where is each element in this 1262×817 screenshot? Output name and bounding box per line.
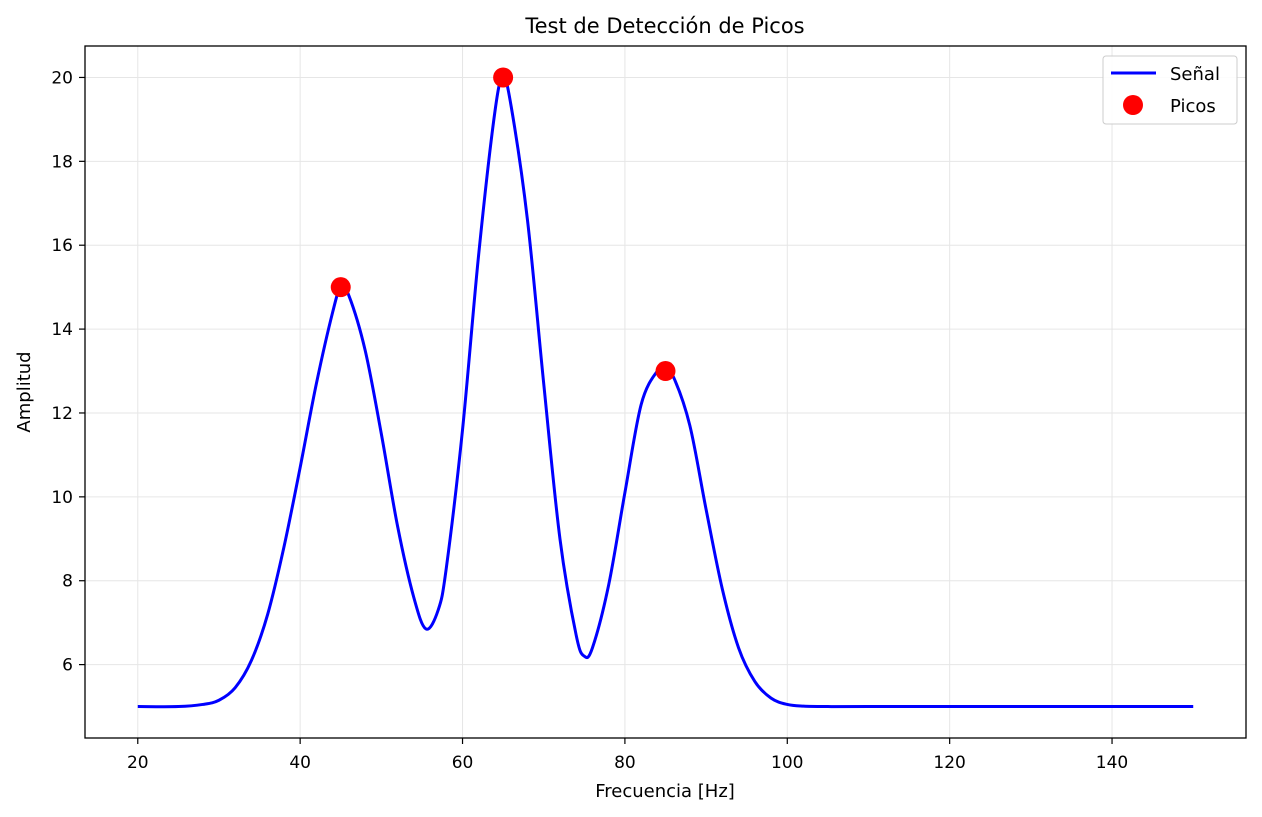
grid [85,46,1246,738]
x-tick-label: 60 [452,753,474,773]
chart-title: Test de Detección de Picos [524,14,804,38]
signal-line [137,75,1194,709]
y-tick-label: 18 [51,152,73,172]
x-tick-label: 120 [933,753,965,773]
y-tick-label: 12 [51,404,73,424]
y-tick-label: 6 [62,656,73,676]
x-axis-title: Frecuencia [Hz] [595,781,735,802]
y-tick-label: 16 [51,236,73,256]
x-axis: 20 40 60 80 100 120 140 [127,738,1128,773]
legend-marker-swatch [1123,95,1143,115]
x-tick-label: 80 [614,753,636,773]
y-tick-label: 14 [51,320,73,340]
y-axis: 6 8 10 12 14 16 18 20 [51,68,85,676]
peak-marker [655,361,676,382]
x-tick-label: 40 [289,753,311,773]
x-tick-label: 20 [127,753,149,773]
legend-label-peaks: Picos [1170,96,1216,117]
peak-marker [330,277,351,298]
plot-layer [137,67,1194,709]
legend: Señal Picos [1102,55,1238,125]
y-tick-label: 10 [51,488,73,508]
x-tick-label: 140 [1096,753,1128,773]
x-tick-label: 100 [771,753,803,773]
plot-frame [84,45,1247,739]
y-tick-label: 8 [62,572,73,592]
legend-label-signal: Señal [1170,64,1220,85]
y-axis-title: Amplitud [14,351,35,432]
y-tick-label: 20 [51,68,73,88]
peak-marker [493,67,514,88]
